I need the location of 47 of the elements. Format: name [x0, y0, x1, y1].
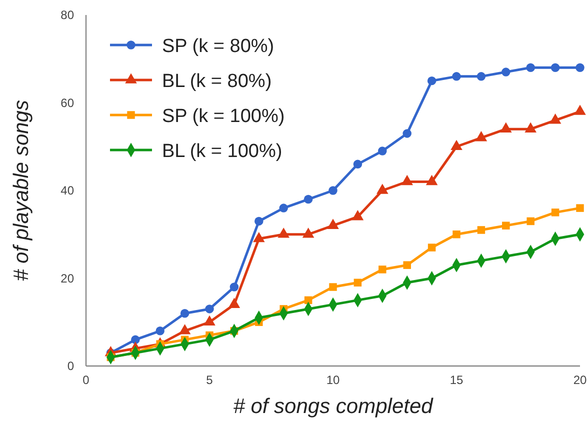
point: [328, 186, 338, 195]
x-tick-label: 15: [450, 373, 464, 387]
point: [502, 222, 510, 230]
point: [476, 72, 486, 81]
point: [551, 208, 560, 216]
point: [452, 230, 460, 238]
point: [526, 217, 534, 226]
point: [550, 63, 560, 72]
x-tick-label: 5: [206, 373, 214, 387]
legend-label: SP (k = 100%): [162, 106, 285, 127]
y-tick-label: 60: [60, 96, 74, 110]
point: [428, 244, 436, 252]
point: [131, 335, 140, 344]
point: [354, 278, 362, 287]
x-axis-title: # of songs completed: [233, 395, 434, 418]
point: [576, 63, 584, 72]
legend-label: BL (k = 80%): [162, 71, 272, 92]
point: [576, 204, 584, 212]
point: [378, 266, 386, 274]
y-tick-label: 40: [60, 184, 74, 198]
y-tick-label: 20: [60, 271, 74, 286]
point: [526, 63, 535, 72]
point: [403, 261, 411, 269]
point: [549, 114, 562, 124]
point: [378, 146, 387, 156]
x-tick-label: 20: [573, 373, 587, 387]
point: [156, 326, 164, 336]
x-tick-label: 0: [82, 373, 90, 387]
point: [230, 282, 239, 292]
point: [180, 308, 190, 318]
point: [329, 283, 337, 291]
point: [254, 216, 264, 226]
x-tick-label: 10: [326, 373, 340, 387]
point: [353, 160, 362, 169]
legend-label: BL (k = 100%): [162, 141, 282, 162]
y-tick-label: 80: [60, 8, 74, 22]
point: [477, 226, 486, 234]
point: [279, 204, 288, 212]
y-axis-title: # of playable songs: [10, 100, 33, 281]
point: [205, 304, 214, 314]
point: [427, 76, 436, 86]
point: [502, 68, 510, 76]
point: [304, 194, 313, 204]
legend-label: SP (k = 80%): [162, 36, 274, 57]
point: [452, 72, 461, 81]
y-tick-label: 0: [67, 359, 74, 373]
point: [402, 129, 412, 138]
